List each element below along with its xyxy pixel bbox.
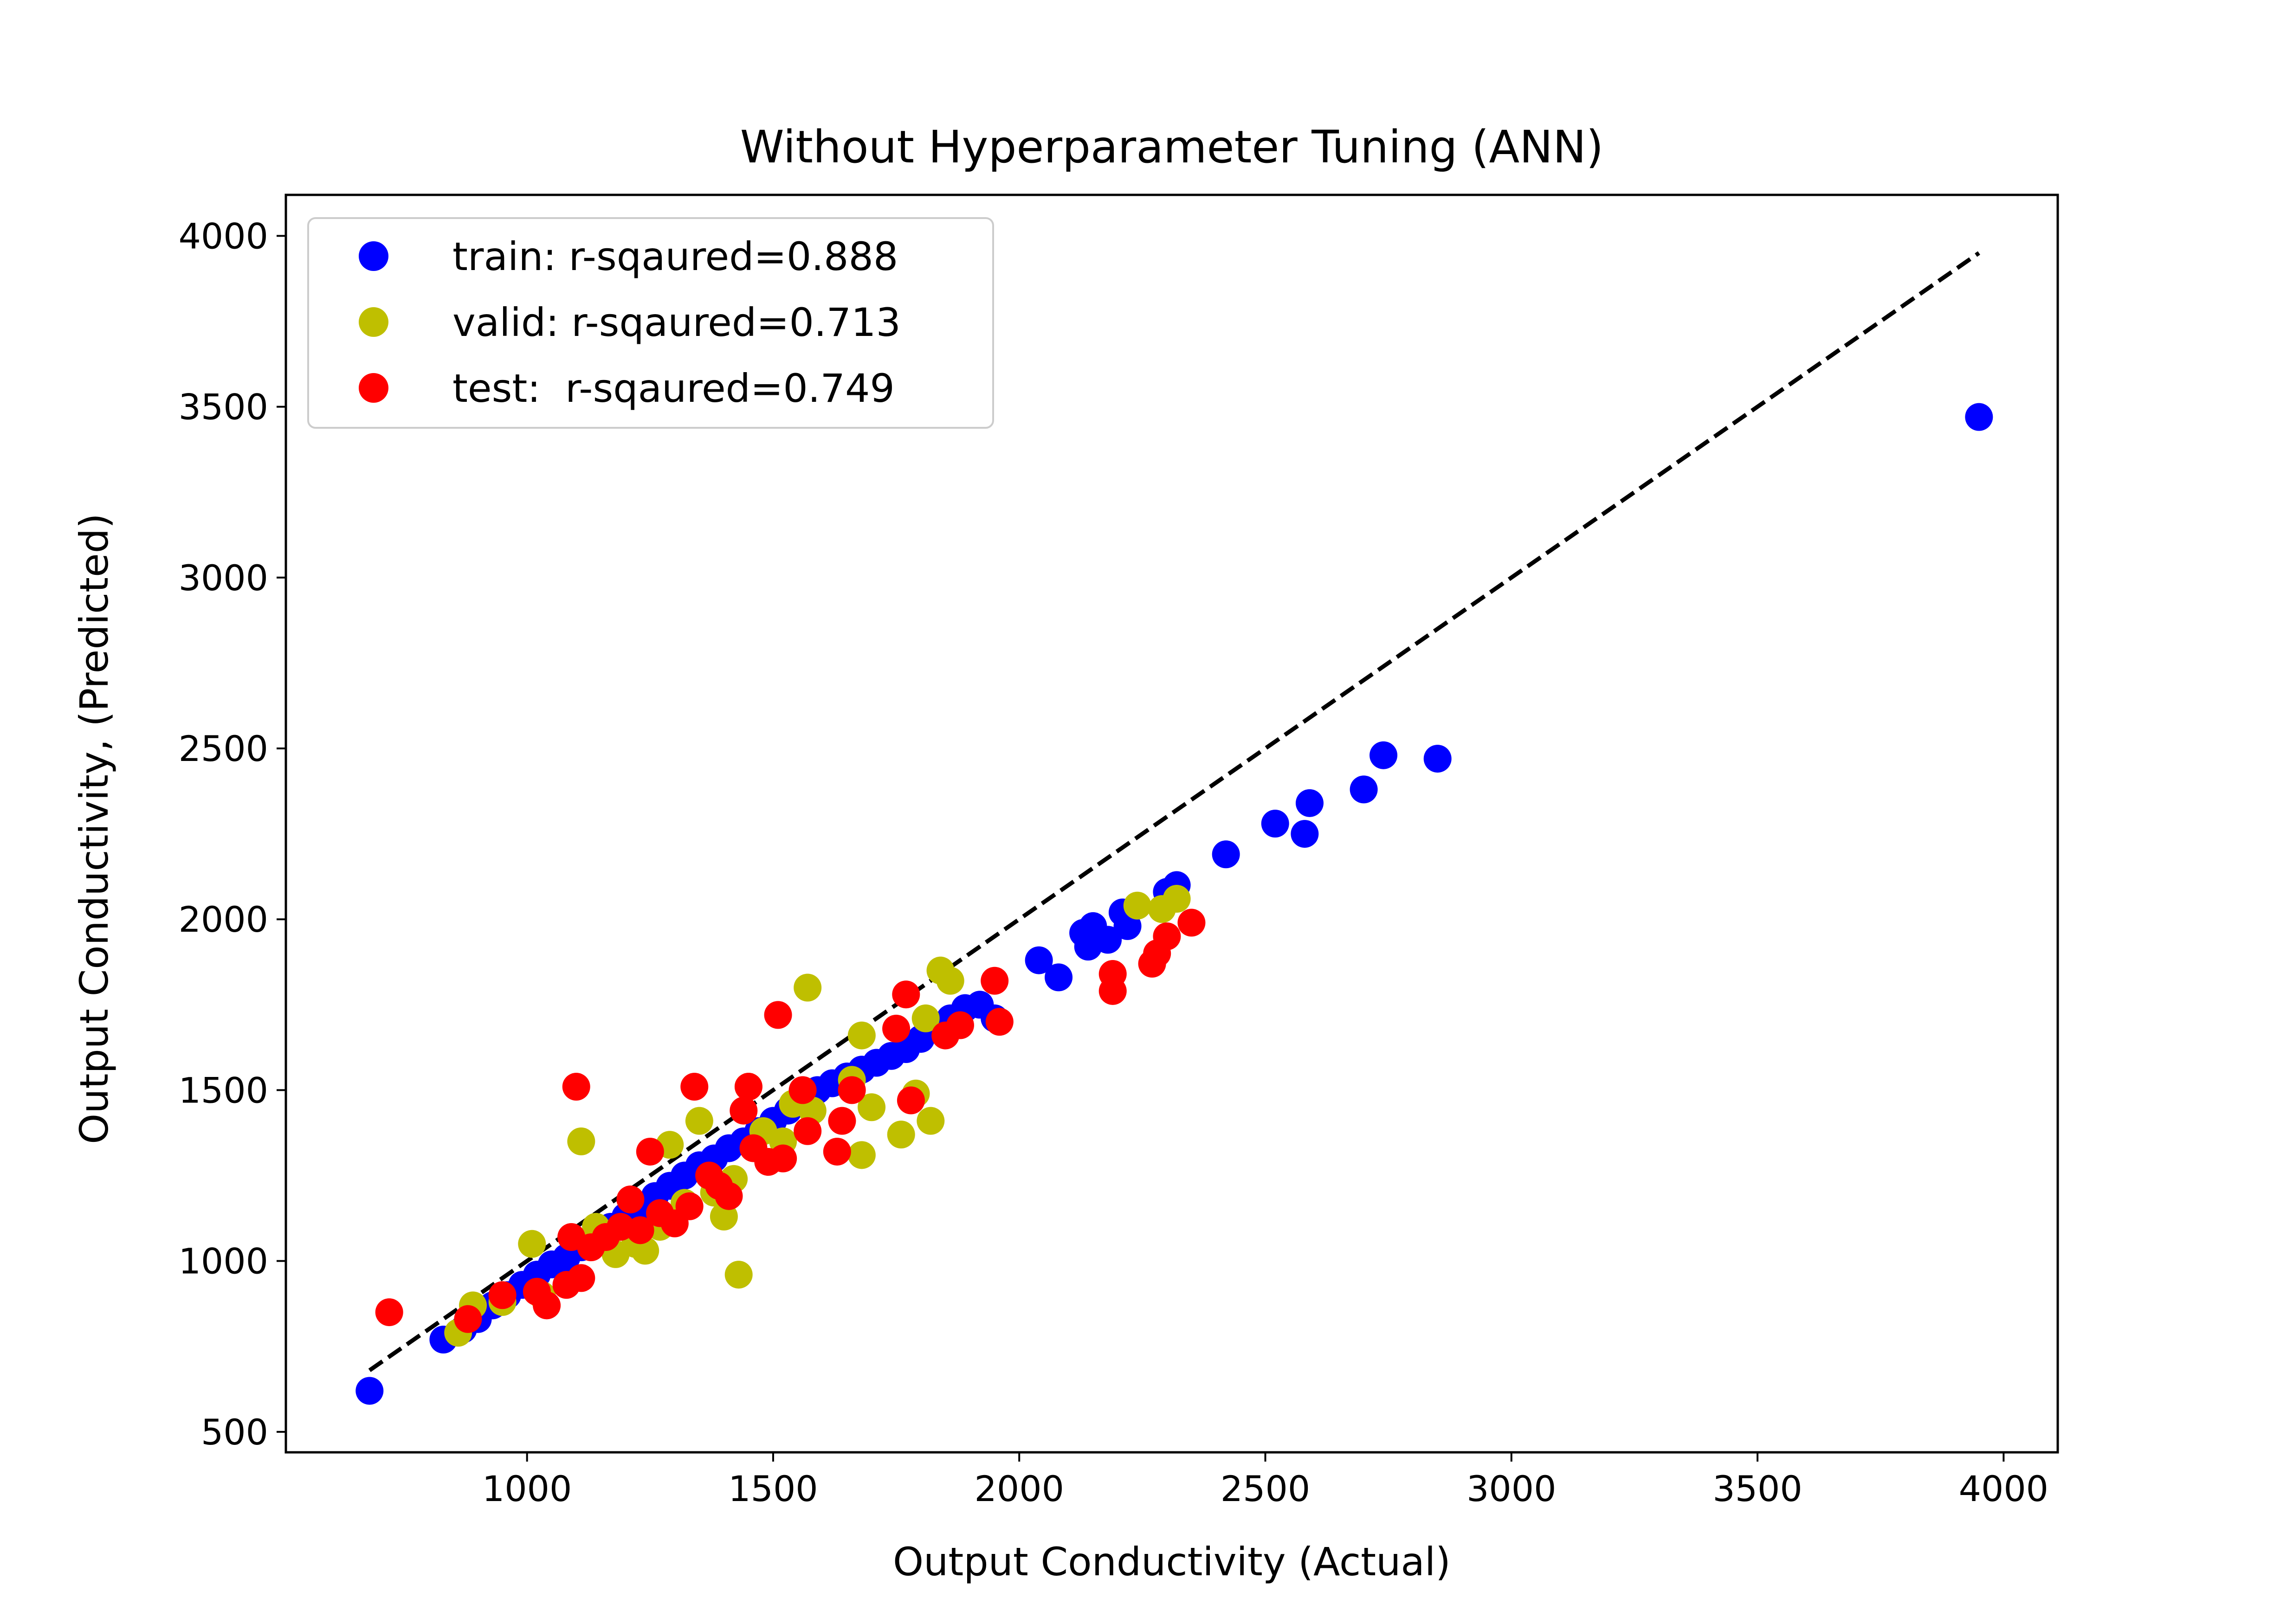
data-point bbox=[1291, 820, 1319, 848]
data-point bbox=[847, 1021, 876, 1050]
data-point bbox=[1153, 922, 1181, 951]
data-layer bbox=[355, 251, 1993, 1405]
data-point bbox=[454, 1305, 482, 1333]
data-point bbox=[626, 1216, 654, 1244]
legend: train: r-sqaured=0.888 valid: r-sqaured=0… bbox=[307, 217, 994, 429]
plot-frame bbox=[284, 193, 2059, 1454]
data-point bbox=[897, 1086, 925, 1115]
data-point bbox=[911, 1004, 940, 1032]
legend-marker bbox=[359, 307, 388, 337]
data-point bbox=[1045, 963, 1073, 992]
legend-entry: test: r-sqaured=0.749 bbox=[452, 366, 895, 411]
series-2 bbox=[375, 909, 1206, 1333]
data-point bbox=[562, 1073, 590, 1101]
data-point bbox=[734, 1073, 762, 1101]
y-axis-label: Output Conductivity, (Predicted) bbox=[71, 513, 117, 1144]
data-point bbox=[788, 1076, 817, 1104]
data-point bbox=[730, 1096, 758, 1125]
data-point bbox=[823, 1137, 851, 1166]
x-axis: 1000 1500 2000 2500 3000 3500 4000 bbox=[482, 1452, 2048, 1509]
legend-marker bbox=[359, 241, 388, 271]
data-point bbox=[375, 1298, 403, 1327]
x-tick-label: 2000 bbox=[975, 1468, 1064, 1509]
data-point bbox=[1123, 891, 1151, 920]
data-point bbox=[567, 1264, 595, 1292]
y-tick-label: 1500 bbox=[179, 1070, 268, 1111]
x-tick-label: 1000 bbox=[482, 1468, 572, 1509]
data-point bbox=[1098, 960, 1127, 988]
data-point bbox=[764, 1001, 792, 1029]
data-point bbox=[794, 1117, 822, 1145]
x-tick-label: 1500 bbox=[728, 1468, 818, 1509]
x-tick-label: 3500 bbox=[1712, 1468, 1802, 1509]
data-point bbox=[1177, 909, 1206, 937]
y-tick-label: 3500 bbox=[179, 387, 268, 428]
reference-diagonal-line bbox=[368, 251, 1980, 1372]
data-point bbox=[675, 1192, 704, 1220]
legend-marker bbox=[359, 373, 388, 403]
data-point bbox=[858, 1093, 886, 1121]
y-tick-label: 4000 bbox=[179, 215, 268, 257]
data-point bbox=[1350, 775, 1378, 804]
data-point bbox=[488, 1281, 517, 1309]
data-point bbox=[685, 1107, 713, 1135]
legend-entry: train: r-sqaured=0.888 bbox=[452, 234, 898, 279]
y-tick-label: 2000 bbox=[179, 899, 268, 940]
x-axis-label: Output Conductivity (Actual) bbox=[893, 1539, 1451, 1585]
data-point bbox=[1094, 926, 1122, 954]
data-point bbox=[769, 1144, 797, 1173]
data-point bbox=[1163, 885, 1191, 913]
y-axis: 500 1000 1500 2000 2500 3000 3500 4000 bbox=[179, 215, 286, 1453]
data-point bbox=[838, 1076, 866, 1104]
data-point bbox=[887, 1121, 915, 1149]
data-point bbox=[1423, 745, 1452, 773]
data-point bbox=[936, 967, 964, 995]
data-point bbox=[981, 967, 1009, 995]
y-tick-label: 1000 bbox=[179, 1241, 268, 1282]
data-point bbox=[355, 1377, 384, 1405]
data-point bbox=[1212, 840, 1240, 869]
data-point bbox=[882, 1014, 911, 1043]
data-point bbox=[847, 1141, 876, 1169]
data-point bbox=[567, 1127, 595, 1155]
data-point bbox=[1965, 403, 1993, 431]
data-point bbox=[724, 1261, 753, 1289]
x-tick-label: 4000 bbox=[1959, 1468, 2048, 1509]
y-tick-label: 500 bbox=[201, 1411, 268, 1453]
data-point bbox=[985, 1008, 1014, 1036]
data-point bbox=[636, 1137, 664, 1166]
data-point bbox=[1025, 946, 1053, 974]
data-point bbox=[1295, 789, 1324, 817]
chart-title: Without Hyperparameter Tuning (ANN) bbox=[740, 121, 1603, 173]
data-point bbox=[533, 1291, 561, 1320]
legend-entry: valid: r-sqaured=0.713 bbox=[452, 300, 901, 345]
data-point bbox=[828, 1107, 856, 1135]
data-point bbox=[1370, 741, 1398, 769]
data-point bbox=[715, 1182, 743, 1210]
data-point bbox=[680, 1073, 709, 1101]
data-point bbox=[917, 1107, 945, 1135]
data-point bbox=[1261, 810, 1289, 838]
x-tick-label: 2500 bbox=[1221, 1468, 1310, 1509]
data-point bbox=[616, 1186, 645, 1214]
data-point bbox=[946, 1011, 974, 1039]
data-point bbox=[518, 1230, 546, 1258]
y-tick-label: 3000 bbox=[179, 557, 268, 599]
x-tick-label: 3000 bbox=[1466, 1468, 1556, 1509]
y-tick-label: 2500 bbox=[179, 728, 268, 769]
data-point bbox=[892, 980, 920, 1009]
legend-frame bbox=[307, 217, 994, 429]
data-point bbox=[794, 973, 822, 1002]
